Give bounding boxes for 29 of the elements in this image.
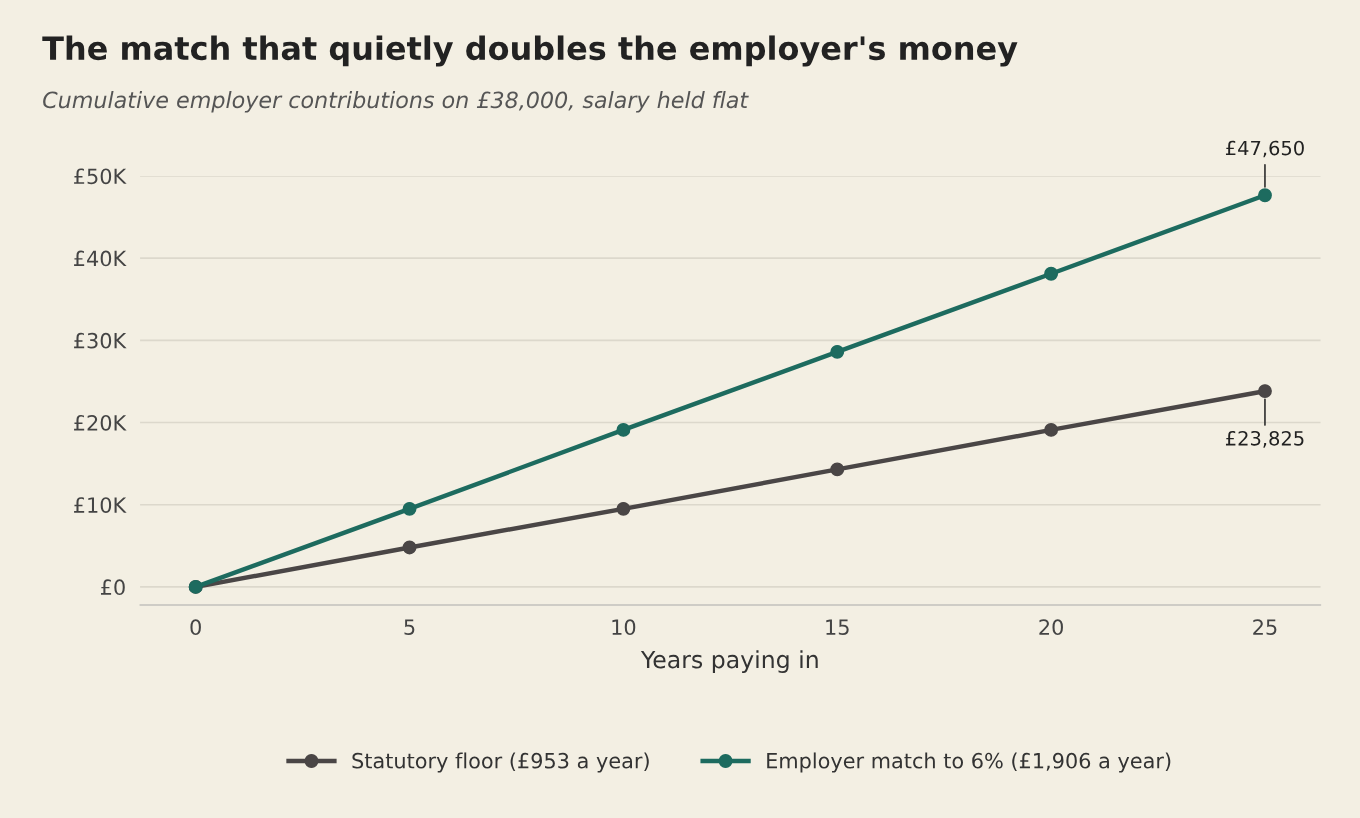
x-tick-label: 25: [1253, 619, 1277, 636]
annotation: £23,825: [1225, 430, 1304, 448]
annotation: £47,650: [1225, 140, 1304, 158]
x-tick-label: 0: [190, 619, 201, 636]
x-tick-label: 5: [404, 619, 415, 636]
x-tick-label: 20: [1039, 619, 1063, 636]
point: [1044, 422, 1059, 437]
legend-label: Employer match to 6% (£1,906 a year): [767, 752, 1171, 773]
x-tick-label: 15: [826, 619, 849, 636]
point: [830, 462, 845, 477]
point: [616, 422, 631, 437]
chart-subtitle: Cumulative employer contributions on £38,000, salary held flat: [43, 91, 749, 113]
y-tick-label: £40K: [74, 250, 127, 267]
y-tick-label: £20K: [74, 414, 127, 431]
y-tick-label: £10K: [74, 497, 127, 513]
y-tick-label: £30K: [74, 332, 127, 349]
y-tick-label: £50K: [74, 168, 127, 185]
chart-title: The match that quietly doubles the employer's money: [42, 35, 1018, 67]
x-axis-title: Years paying in: [640, 650, 818, 674]
point: [402, 540, 417, 555]
y-tick-label: £0: [100, 579, 125, 596]
x-tick-label: 10: [612, 619, 636, 636]
point: [1258, 188, 1272, 203]
point: [402, 501, 417, 516]
legend-label: Statutory floor (£953 a year): [352, 752, 649, 773]
point: [1044, 266, 1059, 281]
point: [616, 501, 631, 516]
point: [830, 344, 845, 359]
point: [1258, 384, 1272, 399]
